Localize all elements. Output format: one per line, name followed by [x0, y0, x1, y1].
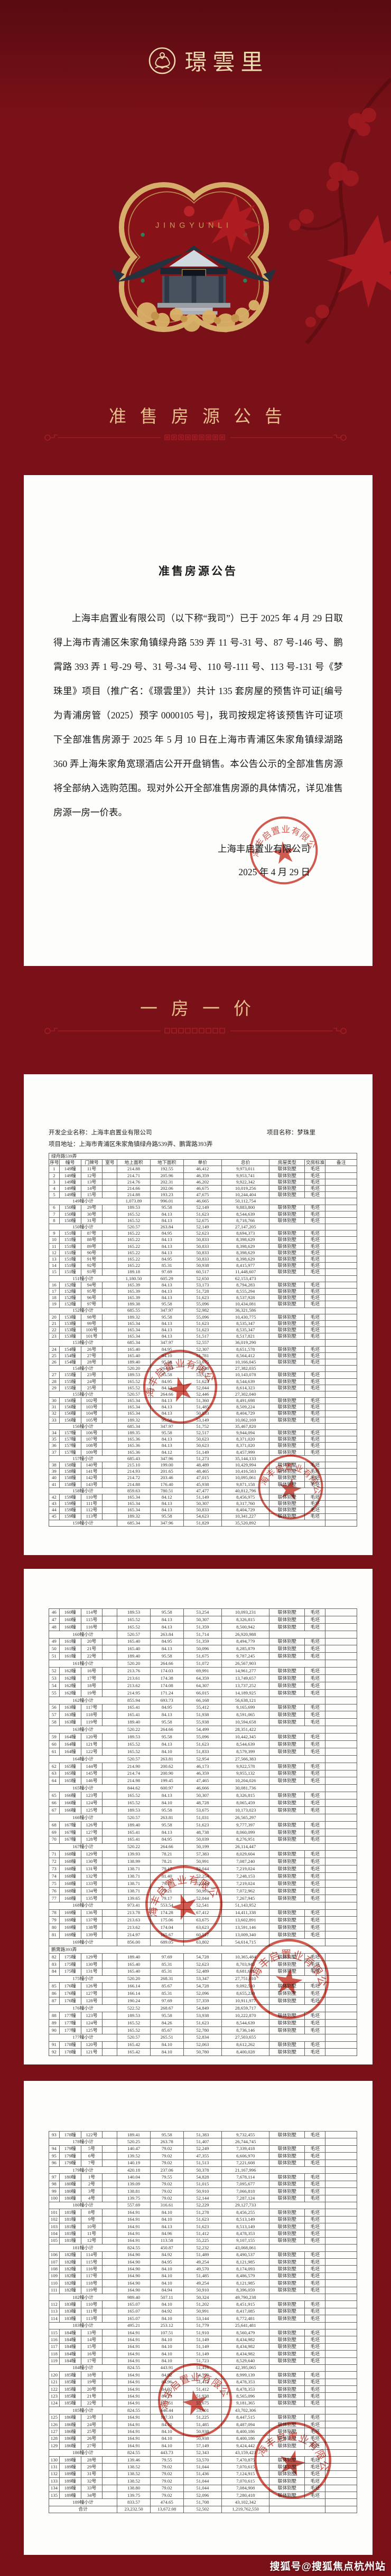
medallion-caption: JINGYUNLI — [155, 221, 232, 230]
price-table-part-3: 93 178幢 122号 189.41 95.58 51,383 9,732,455 联体别墅… — [48, 2130, 357, 2514]
price-table-card-2: 46 160幢 114号 189.53 95.58 53,254 10,093,231 联体别… — [24, 1569, 373, 2064]
price-table-part-2: 46 160幢 114号 189.53 95.58 53,254 10,093,231 联体别… — [48, 1608, 357, 2057]
ornamental-divider — [44, 434, 347, 441]
price-table-card-3: 93 178幢 122号 189.41 95.58 51,383 9,732,455 联体别墅… — [24, 2081, 373, 2555]
section-title-price-list: 一房一价 — [140, 1000, 265, 1019]
section-title-announcement: 准售房源公告 — [109, 408, 296, 427]
project-name: 项目名称：梦珠里 — [267, 1130, 315, 1136]
brand-logo-text: 璟雲里 — [184, 51, 269, 75]
price-table-part-1: 绿舟路539弄 序号 幢号 门牌号 室号 地上面积 地下面积 单价 总价 房屋类型 交房标准 备注 1 1… — [48, 1152, 357, 1527]
developer-name: 开发企业名称：上海丰启置业有限公司 — [49, 1130, 152, 1136]
pavilion-illustration — [111, 245, 276, 315]
signature-date: 2025 年 4 月 29 日 — [238, 867, 310, 877]
announcement-body: 上海丰启置业有限公司（以下称“我司”）已于 2025 年 4 月 29 日取得上… — [53, 613, 343, 818]
announcement-title: 准售房源公告 — [159, 565, 238, 577]
project-address: 项目地址：上海市青浦区朱家角镇绿舟路539弄、鹏霄路393弄 — [49, 1141, 213, 1148]
price-table-card-1: 开发企业名称：上海丰启置业有限公司 项目名称：梦珠里 项目地址：上海市青浦区朱家… — [24, 1074, 373, 1555]
announcement-card: 准售房源公告 上海丰启置业有限公司（以下称“我司”）已于 2025 年 4 月 … — [24, 475, 373, 966]
watermark: 搜狐号@搜狐焦点杭州站 — [269, 2561, 386, 2572]
pavilion-medallion: JINGYUNLI — [111, 182, 276, 333]
ornamental-divider — [44, 1028, 347, 1034]
gold-flowers-decoration — [137, 300, 259, 333]
brand-logo: 璟雲里 — [13, 44, 391, 77]
project-info: 开发企业名称：上海丰启置业有限公司 项目名称：梦珠里 项目地址：上海市青浦区朱家… — [24, 1074, 373, 1150]
signature-company: 上海丰启置业有限公司 — [218, 844, 310, 854]
seal-cloud-icon — [149, 47, 176, 74]
